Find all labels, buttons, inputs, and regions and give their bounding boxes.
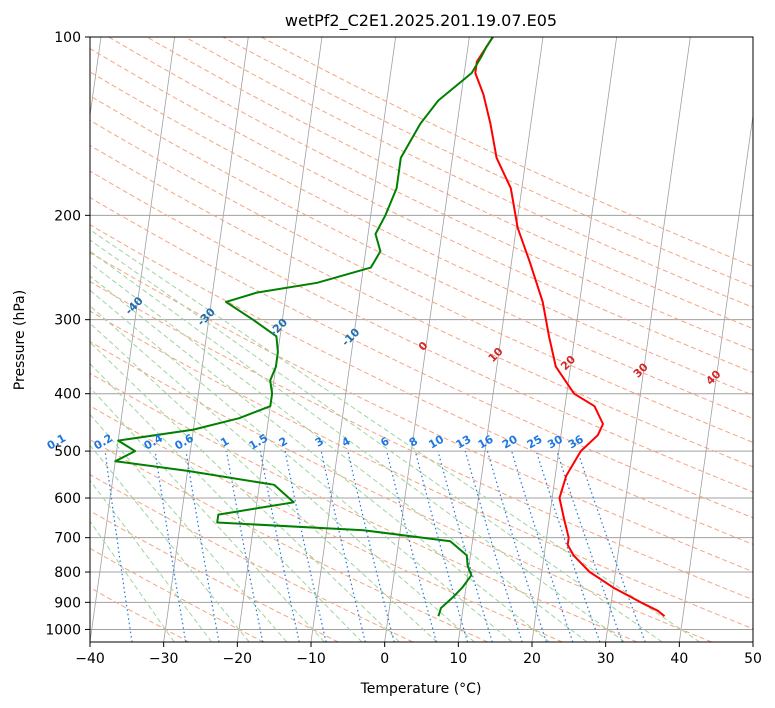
mixing-ratio-line (437, 450, 493, 642)
y-tick-label: 200 (54, 208, 81, 224)
x-tick-label: −30 (149, 651, 179, 667)
dry-adiabat-line (90, 405, 563, 642)
dry-adiabat-line (90, 144, 753, 468)
dry-adiabat-line (90, 224, 753, 545)
y-tick-label: 800 (54, 565, 81, 581)
isotherm-line (457, 37, 544, 642)
plot-frame (89, 36, 754, 643)
x-tick-label: −10 (296, 651, 326, 667)
x-tick-label: 50 (744, 651, 762, 667)
x-tick-label: 30 (597, 651, 615, 667)
mixing-ratio-line (535, 450, 601, 642)
mixing-ratio-line (104, 451, 133, 642)
profile-series-line (114, 37, 494, 617)
dry-adiabat-line (90, 510, 339, 642)
x-tick-label: 20 (523, 651, 541, 667)
mixing-ratio-line (386, 450, 437, 642)
dry-adiabat-line (90, 95, 753, 420)
moist-adiabat-line (90, 250, 625, 642)
dry-adiabat-line (90, 474, 414, 642)
mixing-ratio-line (486, 450, 547, 642)
x-tick-label: 10 (449, 651, 467, 667)
isotherm-line (163, 37, 249, 642)
moist-adiabat-line (90, 520, 175, 642)
moist-adiabat-line (90, 341, 400, 642)
dry-adiabat-line (90, 252, 753, 573)
dry-adiabat-line (90, 170, 753, 493)
moist-adiabat-line (90, 289, 513, 642)
x-tick-label: 0 (380, 651, 389, 667)
mixing-ratio-line (185, 451, 220, 642)
profile-series-line (474, 37, 666, 617)
moist-adiabat-line (90, 305, 475, 642)
mixing-ratio-line (414, 450, 469, 642)
y-tick-label: 100 (54, 30, 81, 46)
y-tick-label: 600 (54, 491, 81, 507)
y-axis-title: Pressure (hPa) (12, 290, 28, 390)
dry-adiabat-line (108, 37, 753, 351)
isotherm-line (236, 37, 323, 642)
isotherm-line (531, 37, 618, 642)
dry-adiabat-line (90, 310, 753, 630)
dry-adiabat-line (146, 37, 753, 330)
y-tick-label: 400 (54, 387, 81, 403)
isotherm-line (605, 37, 691, 642)
moist-adiabat-line (90, 386, 325, 642)
dry-adiabat-line (90, 71, 753, 396)
moist-adiabat-line (90, 229, 700, 642)
chart-title: wetPf2_C2E1.2025.201.19.07.E05 (285, 11, 557, 31)
mixing-ratio-line (464, 450, 523, 642)
dry-adiabat-line (184, 37, 753, 308)
x-tick-label: −20 (223, 651, 253, 667)
isotherm-line (678, 112, 753, 642)
mixing-ratio-line (154, 451, 187, 642)
y-tick-label: 300 (54, 313, 81, 329)
dry-adiabat-line (90, 48, 753, 374)
y-tick-label: 500 (54, 444, 81, 460)
y-tick-label: 900 (54, 595, 81, 611)
mixing-ratio-line (284, 450, 327, 642)
mixing-ratio-line (225, 450, 264, 642)
x-tick-label: −40 (75, 651, 105, 667)
axes: −40 −30 −20 −10 0 10 20 30 40 50 100 200 300 400 500 60… (45, 30, 762, 667)
profile-lines (114, 37, 666, 617)
moist-adiabat-line (90, 275, 550, 642)
moist-adiabat-line (90, 262, 588, 642)
x-axis-title: Temperature (°C) (360, 681, 482, 697)
isotherm-line (384, 37, 470, 642)
background-lines (90, 37, 753, 642)
mixing-ratio-line (320, 450, 366, 642)
dry-adiabat-line (90, 119, 753, 443)
y-tick-label: 700 (54, 531, 81, 547)
y-tick-label: 1000 (45, 622, 81, 638)
dry-adiabat-line (90, 439, 488, 642)
mixing-ratio-line (511, 450, 574, 642)
mixing-ratio-line (347, 450, 395, 642)
moist-adiabat-line (90, 444, 250, 642)
dry-adiabat-line (90, 196, 753, 519)
x-tick-label: 40 (670, 651, 688, 667)
